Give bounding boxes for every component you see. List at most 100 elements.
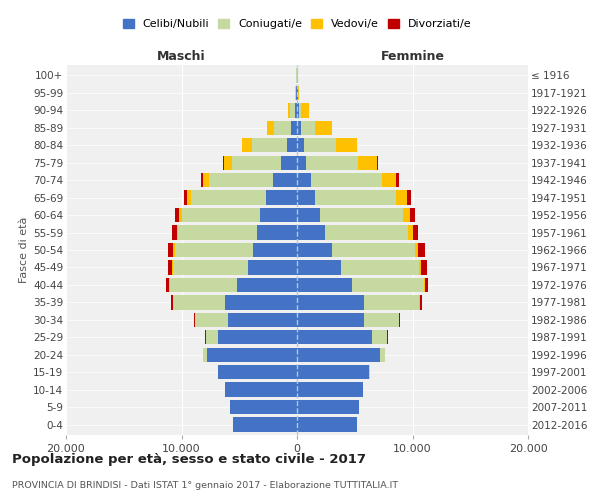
Bar	[368, 365, 370, 380]
Bar	[301, 120, 315, 135]
Bar	[332, 243, 415, 257]
Bar	[201, 173, 203, 188]
Bar	[372, 330, 387, 344]
Bar	[291, 120, 297, 135]
Bar	[403, 208, 410, 222]
Bar	[233, 418, 297, 432]
Bar	[253, 243, 297, 257]
Bar	[237, 278, 297, 292]
Bar	[203, 173, 209, 188]
Bar	[297, 243, 332, 257]
Bar	[413, 226, 418, 239]
Bar	[203, 348, 207, 362]
Bar	[173, 260, 248, 274]
Y-axis label: Anni di nascita: Anni di nascita	[599, 209, 600, 291]
Bar	[226, 382, 297, 397]
Bar	[419, 260, 421, 274]
Bar	[187, 190, 191, 205]
Bar	[297, 190, 316, 205]
Bar	[415, 243, 418, 257]
Bar	[287, 138, 297, 152]
Bar	[274, 120, 291, 135]
Bar	[311, 173, 382, 188]
Bar	[410, 208, 415, 222]
Bar	[320, 208, 403, 222]
Bar	[257, 226, 297, 239]
Bar	[418, 243, 425, 257]
Bar	[228, 312, 297, 327]
Bar	[297, 382, 363, 397]
Bar	[167, 243, 173, 257]
Bar	[301, 103, 309, 118]
Bar	[297, 400, 359, 414]
Bar	[182, 208, 260, 222]
Bar	[172, 260, 173, 274]
Bar	[232, 156, 281, 170]
Bar	[207, 348, 297, 362]
Bar	[352, 278, 424, 292]
Bar	[168, 260, 172, 274]
Bar	[248, 260, 297, 274]
Bar	[178, 226, 257, 239]
Bar	[364, 312, 398, 327]
Bar	[295, 103, 297, 118]
Bar	[297, 312, 364, 327]
Bar	[223, 156, 224, 170]
Bar	[281, 156, 297, 170]
Bar	[209, 173, 273, 188]
Text: PROVINCIA DI BRINDISI - Dati ISTAT 1° gennaio 2017 - Elaborazione TUTTITALIA.IT: PROVINCIA DI BRINDISI - Dati ISTAT 1° ge…	[12, 481, 398, 490]
Bar	[297, 120, 301, 135]
Bar	[336, 138, 357, 152]
Bar	[297, 260, 341, 274]
Bar	[267, 120, 274, 135]
Bar	[175, 208, 179, 222]
Bar	[397, 173, 398, 188]
Text: Popolazione per età, sesso e stato civile - 2017: Popolazione per età, sesso e stato civil…	[12, 452, 366, 466]
Bar	[260, 208, 297, 222]
Bar	[297, 348, 380, 362]
Bar	[397, 190, 407, 205]
Bar	[218, 330, 297, 344]
Bar	[175, 243, 253, 257]
Bar	[184, 190, 187, 205]
Bar	[377, 156, 378, 170]
Bar	[407, 190, 411, 205]
Bar	[196, 312, 228, 327]
Y-axis label: Fasce di età: Fasce di età	[19, 217, 29, 283]
Bar	[179, 208, 182, 222]
Bar	[172, 226, 177, 239]
Bar	[173, 295, 226, 310]
Bar	[325, 226, 408, 239]
Bar	[224, 156, 232, 170]
Bar	[170, 278, 237, 292]
Bar	[297, 208, 320, 222]
Bar	[399, 312, 400, 327]
Bar	[173, 243, 175, 257]
Bar	[358, 156, 377, 170]
Bar	[194, 312, 195, 327]
Bar	[306, 156, 358, 170]
Legend: Celibi/Nubili, Coniugati/e, Vedovi/e, Divorziati/e: Celibi/Nubili, Coniugati/e, Vedovi/e, Di…	[122, 19, 472, 29]
Bar	[297, 173, 311, 188]
Bar	[297, 138, 304, 152]
Bar	[297, 156, 306, 170]
Bar	[408, 226, 413, 239]
Bar	[297, 226, 325, 239]
Bar	[172, 295, 173, 310]
Bar	[297, 278, 352, 292]
Bar	[364, 295, 419, 310]
Bar	[191, 190, 266, 205]
Bar	[226, 295, 297, 310]
Bar	[297, 330, 372, 344]
Bar	[252, 138, 287, 152]
Bar	[297, 103, 299, 118]
Bar	[297, 365, 368, 380]
Bar	[341, 260, 419, 274]
Bar	[298, 86, 299, 100]
Bar	[424, 278, 425, 292]
Bar	[316, 190, 397, 205]
Bar	[304, 138, 336, 152]
Bar	[206, 330, 218, 344]
Bar	[290, 103, 295, 118]
Bar	[218, 365, 297, 380]
